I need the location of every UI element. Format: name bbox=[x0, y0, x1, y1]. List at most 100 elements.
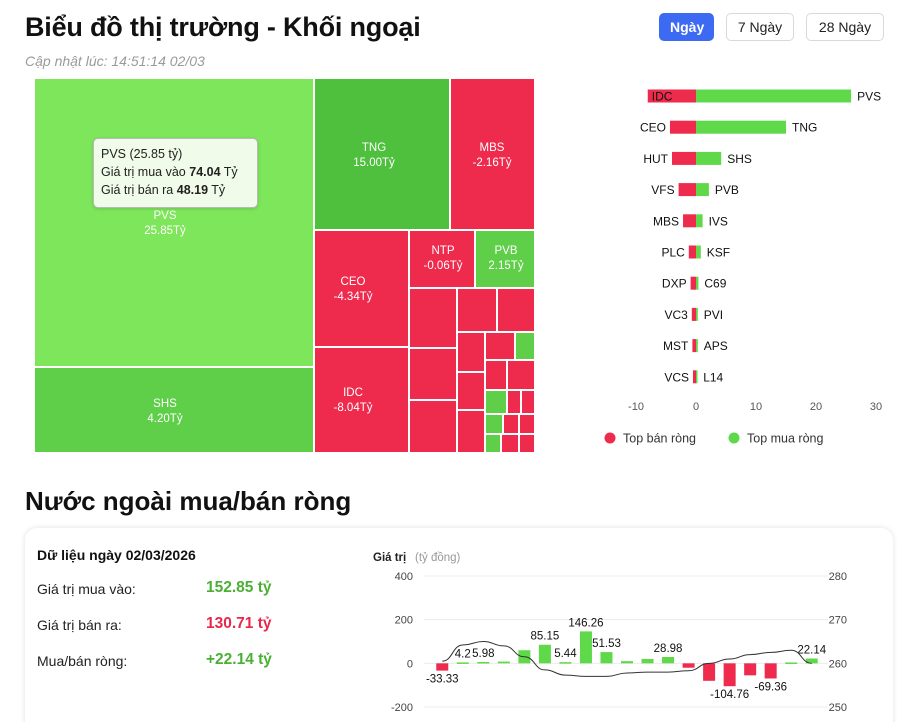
bar-data-label: 22.14 bbox=[797, 644, 826, 656]
sell-label: MBS bbox=[653, 214, 679, 228]
buy-bar bbox=[696, 214, 703, 228]
tile-small[interactable] bbox=[485, 414, 503, 434]
tile-tng[interactable]: TNG 15.00Tỷ bbox=[314, 78, 450, 230]
tile-mbs[interactable]: MBS -2.16Tỷ bbox=[450, 78, 535, 230]
tile-small[interactable] bbox=[485, 434, 501, 453]
tile-small[interactable] bbox=[519, 434, 535, 453]
legend-sell-label: Top bán ròng bbox=[623, 432, 696, 446]
y-axis-title: Giá trị bbox=[373, 552, 406, 564]
stat-net-label: Mua/bán ròng: bbox=[37, 653, 128, 669]
net-flow-bar bbox=[436, 663, 449, 671]
tile-shs[interactable]: SHS 4.20Tỷ bbox=[34, 367, 314, 453]
tile-small[interactable] bbox=[507, 360, 535, 390]
tile-small[interactable] bbox=[501, 434, 519, 453]
tile-small[interactable] bbox=[485, 332, 515, 360]
stat-buy-label: Giá trị mua vào: bbox=[37, 581, 136, 597]
sell-bar bbox=[683, 214, 696, 228]
buy-label: SHS bbox=[727, 152, 752, 166]
tile-small[interactable] bbox=[485, 390, 507, 414]
tile-small[interactable] bbox=[457, 410, 485, 453]
tile-idc[interactable]: IDC -8.04Tỷ bbox=[314, 347, 409, 453]
tooltip-sell-unit: Tỷ bbox=[211, 183, 226, 197]
tile-small[interactable] bbox=[409, 400, 457, 453]
tile-small[interactable] bbox=[457, 332, 485, 372]
tile-pvb-name: PVB bbox=[494, 245, 518, 257]
tile-pvs-value: 25.85Tỷ bbox=[144, 225, 186, 237]
y-axis-unit: (tỷ đồng) bbox=[415, 552, 461, 564]
section-heading: Nước ngoài mua/bán ròng bbox=[25, 486, 352, 516]
tile-small[interactable] bbox=[497, 288, 535, 332]
net-flow-bar bbox=[682, 663, 695, 668]
net-flow-bar bbox=[662, 657, 675, 664]
buy-bar bbox=[696, 151, 722, 165]
sell-label: VFS bbox=[651, 183, 674, 197]
tile-small[interactable] bbox=[521, 390, 535, 414]
tooltip-buy-value: 74.04 bbox=[189, 165, 221, 179]
sell-bar bbox=[693, 370, 696, 384]
x-tick-label: 20 bbox=[810, 401, 822, 413]
tile-ntp-name: NTP bbox=[431, 245, 455, 257]
sell-bar bbox=[692, 339, 696, 353]
tile-mbs-name: MBS bbox=[479, 142, 505, 154]
x-tick-label: 10 bbox=[750, 401, 762, 413]
sell-label: IDC bbox=[652, 90, 673, 104]
buy-bar bbox=[696, 307, 698, 321]
tile-small[interactable] bbox=[507, 390, 521, 414]
bar-data-label: 4.2 bbox=[455, 648, 471, 660]
tooltip-buy-unit: Tỷ bbox=[223, 165, 238, 179]
tile-ntp-value: -0.06Tỷ bbox=[423, 260, 463, 272]
stat-sell-label: Giá trị bán ra: bbox=[37, 617, 122, 633]
y-tick-label: 0 bbox=[407, 658, 413, 670]
sell-bar bbox=[669, 120, 696, 134]
tile-small[interactable] bbox=[515, 332, 535, 360]
buy-bar bbox=[696, 339, 698, 353]
net-flow-bar bbox=[723, 663, 736, 687]
net-flow-bar bbox=[477, 662, 490, 664]
tile-small[interactable] bbox=[409, 348, 457, 400]
tile-small[interactable] bbox=[485, 360, 507, 390]
tab-7-days[interactable]: 7 Ngày bbox=[726, 13, 794, 41]
sell-bar bbox=[678, 183, 696, 197]
bar-data-label: 85.15 bbox=[531, 631, 560, 643]
tab-day[interactable]: Ngày bbox=[659, 13, 714, 41]
bar-data-label: -69.36 bbox=[754, 681, 787, 693]
buy-bar bbox=[696, 276, 699, 290]
tile-small[interactable] bbox=[457, 372, 485, 410]
sell-label: DXP bbox=[662, 277, 687, 291]
tile-small[interactable] bbox=[457, 288, 497, 332]
y2-tick-label: 280 bbox=[829, 571, 847, 583]
tab-28-days[interactable]: 28 Ngày bbox=[806, 13, 884, 41]
foreign-treemap: PVS 25.85Tỷ SHS 4.20Tỷ TNG 15.00Tỷ MBS -… bbox=[34, 78, 535, 453]
buy-label: KSF bbox=[707, 246, 730, 260]
tile-small[interactable] bbox=[519, 414, 535, 434]
buy-bar bbox=[696, 120, 786, 134]
stat-net-value: +22.14 tỷ bbox=[206, 651, 272, 668]
net-flow-bar bbox=[497, 661, 510, 664]
legend-sell-swatch bbox=[604, 432, 616, 444]
tile-mbs-value: -2.16Tỷ bbox=[472, 157, 512, 169]
period-tabs: Ngày 7 Ngày 28 Ngày bbox=[659, 13, 884, 41]
buy-bar bbox=[696, 89, 852, 103]
sell-label: CEO bbox=[640, 121, 666, 135]
index-line bbox=[442, 640, 812, 677]
buy-label: PVI bbox=[704, 308, 723, 322]
tile-pvs-name: PVS bbox=[153, 210, 177, 222]
tile-small[interactable] bbox=[409, 288, 457, 348]
tile-ceo[interactable]: CEO -4.34Tỷ bbox=[314, 230, 409, 347]
sell-label: HUT bbox=[643, 152, 668, 166]
legend-buy-swatch bbox=[728, 432, 740, 444]
y2-tick-label: 260 bbox=[829, 658, 847, 670]
bar-data-label: -33.33 bbox=[426, 674, 459, 686]
tile-pvs[interactable]: PVS 25.85Tỷ bbox=[34, 78, 314, 367]
net-flow-bar bbox=[641, 658, 654, 664]
tooltip-sell-value: 48.19 bbox=[176, 183, 209, 197]
tile-ntp[interactable]: NTP -0.06Tỷ bbox=[409, 230, 475, 288]
net-flow-chart: Giá trị (tỷ đồng)400 200 0 -200 280 270 260 250 -… bbox=[373, 552, 847, 714]
tile-pvb[interactable]: PVB 2.15Tỷ bbox=[475, 230, 535, 288]
tooltip-title: PVS (25.85 tỷ) bbox=[101, 147, 183, 161]
bar-data-label: 146.26 bbox=[568, 617, 603, 629]
bar-data-label: 51.53 bbox=[592, 638, 621, 650]
buy-label: IVS bbox=[709, 214, 728, 228]
y2-tick-label: 250 bbox=[829, 702, 847, 714]
tile-small[interactable] bbox=[503, 414, 519, 434]
